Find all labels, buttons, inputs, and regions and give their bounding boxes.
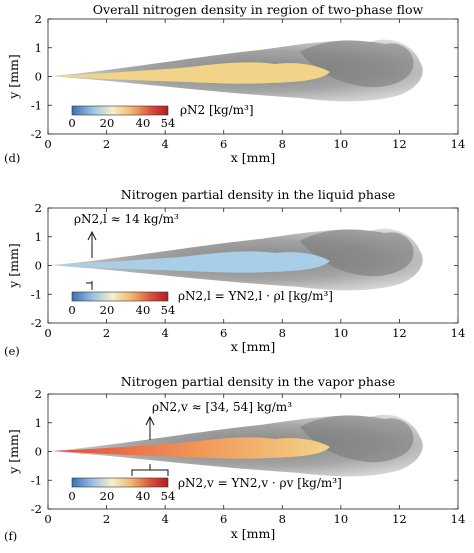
- panel-e: Nitrogen partial density in the liquid p…: [4, 187, 459, 358]
- y-tick-label: -2: [31, 127, 42, 141]
- colorbar-tick: 40: [136, 116, 151, 130]
- x-tick-label: 12: [392, 137, 407, 151]
- x-tick-label: 2: [103, 512, 110, 526]
- y-axis-label: y [mm]: [6, 54, 21, 100]
- x-tick-label: 10: [334, 512, 349, 526]
- x-tick-label: 6: [220, 326, 227, 340]
- colorbar: [71, 477, 169, 488]
- x-tick-label: 2: [103, 326, 110, 340]
- vapor-core: [52, 437, 330, 459]
- x-tick-label: 14: [451, 326, 466, 340]
- colorbar-range-bracket: [131, 464, 169, 476]
- annotation-arrow: [145, 415, 155, 440]
- colorbar-marker: [86, 281, 93, 290]
- x-tick-label: 0: [44, 512, 51, 526]
- colorbar-equation: ρN2,v = YN2,v · ρv [kg/m³]: [178, 476, 342, 490]
- annotation-arrow: [87, 230, 97, 258]
- x-tick-label: 0: [44, 326, 51, 340]
- panel-title: Nitrogen partial density in the vapor ph…: [121, 374, 395, 389]
- panel-label: (f): [4, 529, 17, 543]
- colorbar-equation: ρN2,l = YN2,l · ρl [kg/m³]: [178, 289, 333, 303]
- x-tick-label: 8: [279, 326, 286, 340]
- colorbar-tick: 40: [136, 489, 151, 503]
- y-tick-label: 2: [35, 387, 42, 401]
- x-tick-label: 14: [451, 137, 466, 151]
- x-tick-label: 6: [220, 512, 227, 526]
- colorbar-tick: 0: [68, 303, 75, 317]
- y-tick-label: 0: [35, 259, 42, 273]
- x-tick-label: 6: [220, 137, 227, 151]
- y-tick-label: -2: [31, 502, 42, 516]
- panel-title: Nitrogen partial density in the liquid p…: [121, 187, 395, 202]
- x-tick-label: 2: [103, 137, 110, 151]
- colorbar-equation: ρN2 [kg/m³]: [180, 103, 254, 117]
- colorbar: [71, 105, 169, 116]
- panel-title: Overall nitrogen density in region of tw…: [93, 2, 424, 17]
- x-tick-label: 10: [334, 137, 349, 151]
- panel-d: Overall nitrogen density in region of tw…: [4, 2, 459, 165]
- x-tick-label: 8: [279, 137, 286, 151]
- colorbar-tick: 20: [100, 489, 115, 503]
- y-tick-label: -2: [31, 316, 42, 330]
- y-axis-label: y [mm]: [6, 429, 21, 475]
- panel-f: Nitrogen partial density in the vapor ph…: [4, 374, 459, 543]
- liquid-core: [52, 251, 330, 273]
- x-tick-label: 14: [451, 512, 466, 526]
- y-tick-label: 1: [35, 41, 42, 55]
- y-tick-label: 1: [35, 230, 42, 244]
- colorbar: [71, 291, 169, 302]
- colorbar-tick: 0: [68, 489, 75, 503]
- y-tick-label: -1: [31, 287, 42, 301]
- colorbar-tick: 54: [161, 489, 176, 503]
- panel-label: (d): [4, 151, 20, 165]
- colorbar-tick: 20: [100, 116, 115, 130]
- x-tick-label: 8: [279, 512, 286, 526]
- y-tick-label: 0: [35, 445, 42, 459]
- annotation: ρN2,l ≈ 14 kg/m³: [74, 212, 179, 226]
- y-tick-label: 2: [35, 12, 42, 26]
- x-tick-label: 4: [161, 137, 168, 151]
- x-axis-label: x [mm]: [231, 526, 275, 541]
- colorbar-tick: 54: [161, 116, 176, 130]
- x-tick-label: 4: [161, 326, 168, 340]
- x-axis-label: x [mm]: [231, 339, 275, 354]
- annotation: ρN2,v ≈ [34, 54] kg/m³: [152, 400, 292, 414]
- y-tick-label: -1: [31, 473, 42, 487]
- x-tick-label: 0: [44, 137, 51, 151]
- y-axis-label: y [mm]: [6, 243, 21, 289]
- x-tick-label: 12: [392, 326, 407, 340]
- y-tick-label: 2: [35, 201, 42, 215]
- colorbar-tick: 40: [136, 303, 151, 317]
- x-tick-label: 10: [334, 326, 349, 340]
- panel-label: (e): [4, 344, 20, 358]
- y-tick-label: 0: [35, 70, 42, 84]
- y-tick-label: 1: [35, 416, 42, 430]
- colorbar-tick: 20: [100, 303, 115, 317]
- colorbar-tick: 54: [161, 303, 176, 317]
- colorbar-tick: 0: [68, 116, 75, 130]
- x-tick-label: 12: [392, 512, 407, 526]
- x-tick-label: 4: [161, 512, 168, 526]
- liquid-core: [52, 62, 330, 84]
- x-axis-label: x [mm]: [231, 150, 275, 165]
- y-tick-label: -1: [31, 98, 42, 112]
